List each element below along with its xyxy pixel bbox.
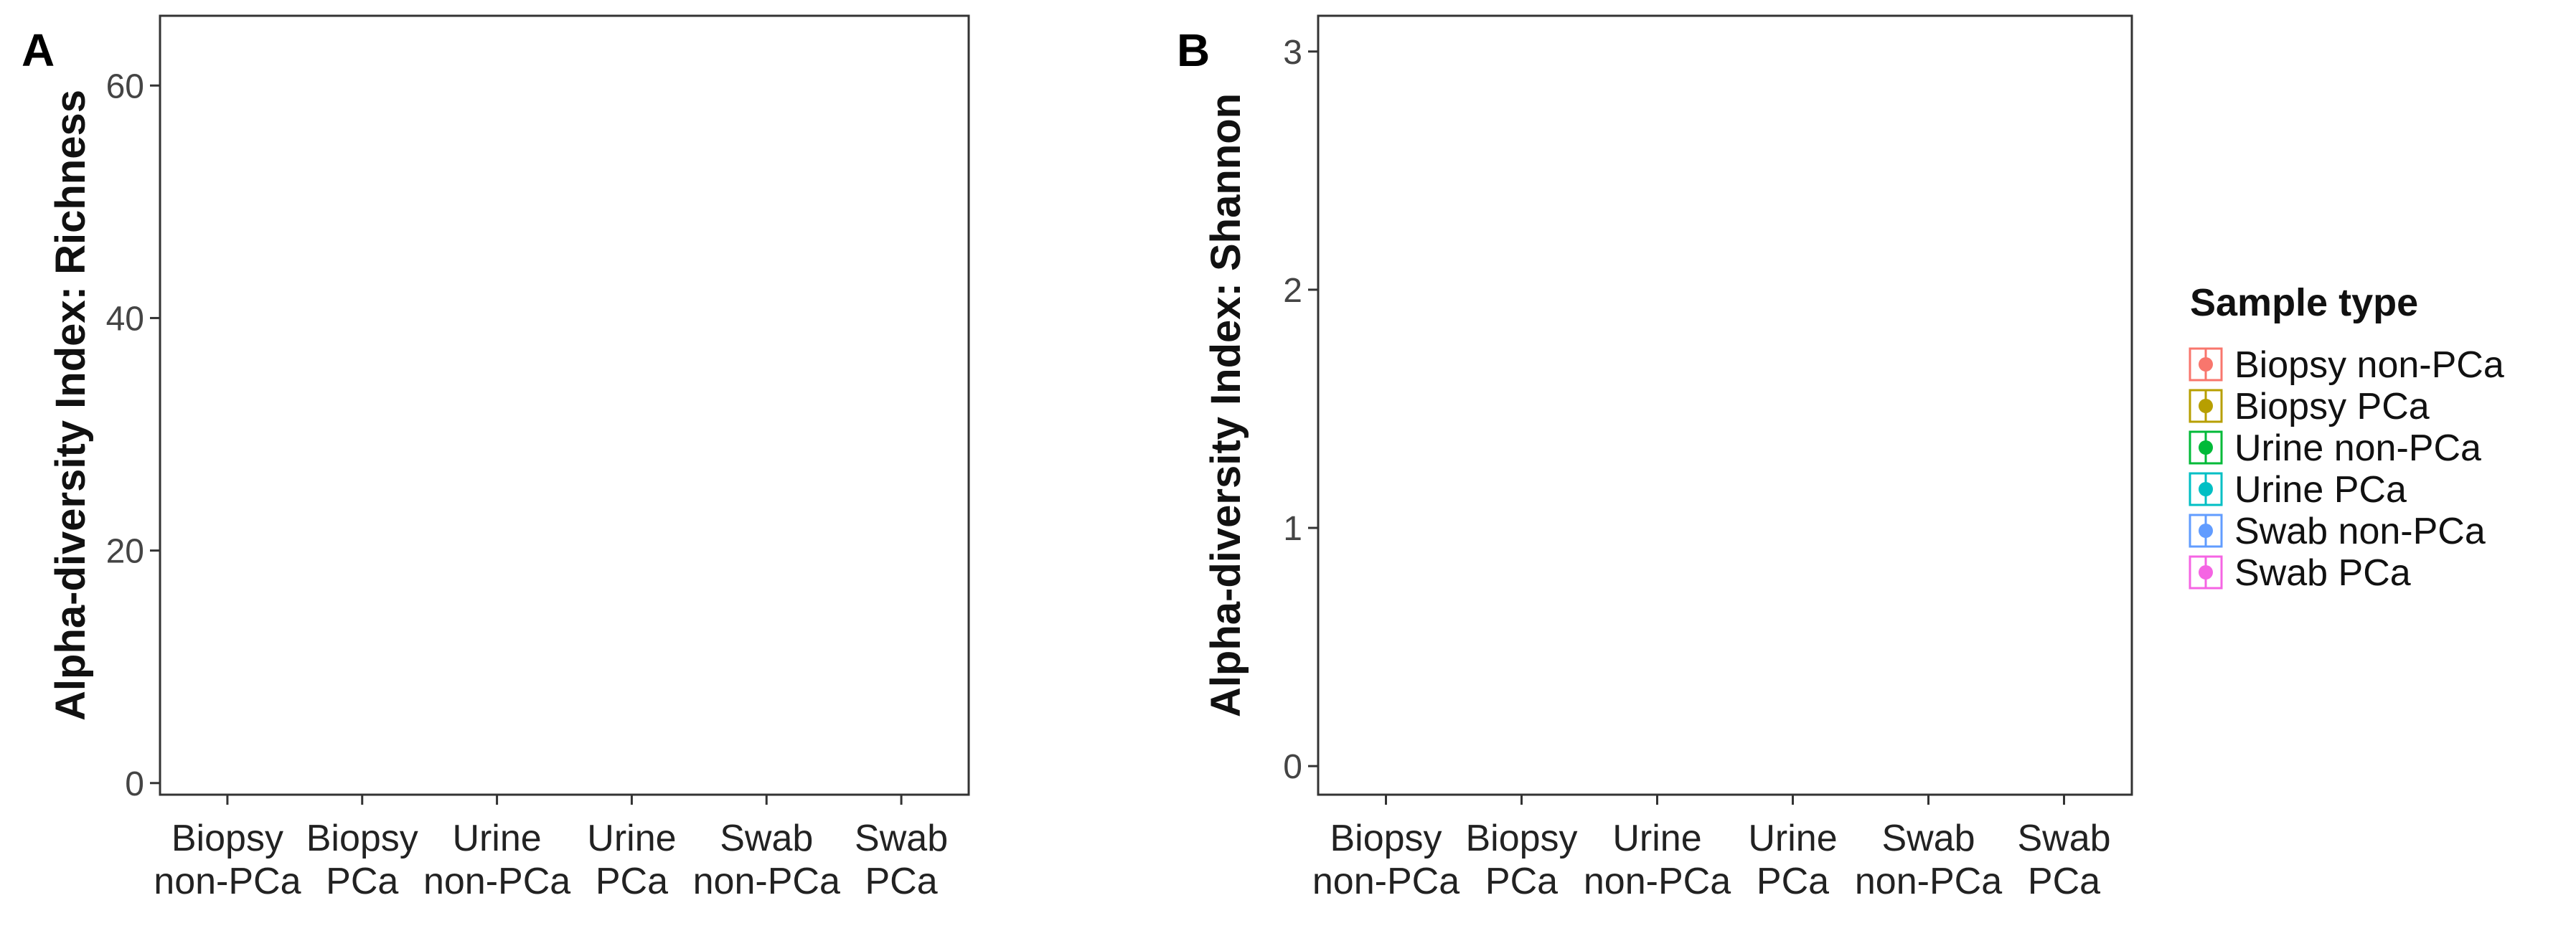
legend-key-point bbox=[2199, 565, 2213, 580]
x-tick-label-line: Urine bbox=[1748, 818, 1837, 859]
y-axis-label: Alpha-diversity Index: Shannon bbox=[1203, 93, 1249, 717]
x-tick-label-line: PCa bbox=[865, 861, 938, 902]
x-tick-label-line: non-PCa bbox=[1312, 861, 1459, 902]
y-tick-label: 40 bbox=[106, 300, 144, 338]
legend-item: Swab PCa bbox=[2189, 552, 2411, 594]
legend-item: Urine non-PCa bbox=[2189, 427, 2481, 469]
legend-key-point bbox=[2199, 440, 2213, 455]
x-tick-label: Urine non-PCa bbox=[423, 818, 570, 902]
y-tick-label: 0 bbox=[1283, 748, 1302, 786]
x-tick-label: Swab PCa bbox=[2017, 818, 2110, 902]
x-tick-label: Biopsy PCa bbox=[1465, 818, 1577, 902]
x-tick-label-line: non-PCa bbox=[1584, 861, 1731, 902]
x-tick-label-line: Swab bbox=[720, 818, 813, 859]
x-tick-label-line: Swab bbox=[2017, 818, 2110, 859]
legend-title: Sample type bbox=[2190, 281, 2418, 324]
x-tick-label: Biopsy PCa bbox=[306, 818, 418, 902]
x-tick-label: Urine non-PCa bbox=[1584, 818, 1731, 902]
x-tick-label: Swab non-PCa bbox=[693, 818, 840, 902]
x-tick-label-line: Biopsy bbox=[1330, 818, 1442, 859]
x-tick-label-line: non-PCa bbox=[154, 861, 301, 902]
x-tick-label-line: PCa bbox=[596, 861, 668, 902]
legend-label: Urine PCa bbox=[2234, 469, 2407, 511]
legend-label: Swab non-PCa bbox=[2234, 511, 2486, 552]
legend-label: Swab PCa bbox=[2234, 552, 2411, 594]
legend-item: Swab non-PCa bbox=[2189, 511, 2486, 552]
x-tick-label-line: Urine bbox=[587, 818, 676, 859]
legend-item: Biopsy PCa bbox=[2189, 386, 2430, 427]
x-tick-label: Swab non-PCa bbox=[1855, 818, 2002, 902]
x-tick-label-line: Urine bbox=[1612, 818, 1701, 859]
x-tick-label-line: Urine bbox=[452, 818, 541, 859]
x-tick-label-line: non-PCa bbox=[1855, 861, 2002, 902]
x-tick-label-line: Biopsy bbox=[306, 818, 418, 859]
plot-border bbox=[159, 14, 970, 796]
y-tick-label: 3 bbox=[1283, 34, 1302, 72]
y-tick-label: 2 bbox=[1283, 272, 1302, 310]
x-tick-label-line: Biopsy bbox=[1465, 818, 1577, 859]
x-tick-label: Swab PCa bbox=[855, 818, 948, 902]
legend-key-point bbox=[2199, 524, 2213, 538]
y-axis-label: Alpha-diversity Index: Richness bbox=[47, 90, 94, 721]
legend-item: Biopsy non-PCa bbox=[2189, 344, 2504, 386]
plot-border bbox=[1317, 14, 2133, 796]
x-tick-label-line: PCa bbox=[1757, 861, 1829, 902]
x-tick-label-line: PCa bbox=[2028, 861, 2100, 902]
legend-key-point bbox=[2199, 357, 2213, 372]
x-tick-label-line: PCa bbox=[326, 861, 398, 902]
x-tick-label: Urine PCa bbox=[587, 818, 676, 902]
y-tick-label: 60 bbox=[106, 67, 144, 105]
legend-key-point bbox=[2199, 399, 2213, 413]
legend-label: Urine non-PCa bbox=[2234, 427, 2481, 469]
x-tick-label: Biopsy non-PCa bbox=[154, 818, 301, 902]
y-tick-label: 20 bbox=[106, 533, 144, 571]
x-tick-label: Urine PCa bbox=[1748, 818, 1837, 902]
panel-letter: B bbox=[1177, 24, 1210, 76]
panel-letter: A bbox=[22, 24, 55, 76]
legend-label: Biopsy PCa bbox=[2234, 386, 2430, 427]
y-tick-label: 1 bbox=[1283, 510, 1302, 548]
legend-label: Biopsy non-PCa bbox=[2234, 344, 2504, 386]
x-tick-label-line: non-PCa bbox=[693, 861, 840, 902]
legend-key-point bbox=[2199, 482, 2213, 496]
x-tick-label-line: non-PCa bbox=[423, 861, 570, 902]
x-tick-label-line: Swab bbox=[1881, 818, 1975, 859]
legend-item: Urine PCa bbox=[2189, 469, 2407, 511]
x-tick-label-line: Swab bbox=[855, 818, 948, 859]
x-tick-label-line: Biopsy bbox=[171, 818, 283, 859]
x-tick-label-line: PCa bbox=[1485, 861, 1558, 902]
x-tick-label: Biopsy non-PCa bbox=[1312, 818, 1459, 902]
y-tick-label: 0 bbox=[125, 765, 144, 803]
